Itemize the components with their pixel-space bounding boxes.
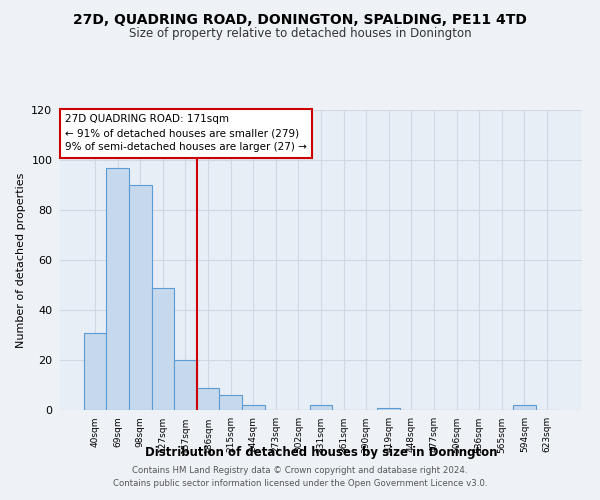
Bar bbox=[106, 168, 129, 410]
Bar bbox=[129, 185, 152, 410]
Bar bbox=[310, 405, 332, 410]
Bar bbox=[152, 288, 174, 410]
Text: Distribution of detached houses by size in Donington: Distribution of detached houses by size … bbox=[145, 446, 497, 459]
Text: 27D, QUADRING ROAD, DONINGTON, SPALDING, PE11 4TD: 27D, QUADRING ROAD, DONINGTON, SPALDING,… bbox=[73, 12, 527, 26]
Bar bbox=[513, 405, 536, 410]
Text: Size of property relative to detached houses in Donington: Size of property relative to detached ho… bbox=[128, 28, 472, 40]
Text: 27D QUADRING ROAD: 171sqm
← 91% of detached houses are smaller (279)
9% of semi-: 27D QUADRING ROAD: 171sqm ← 91% of detac… bbox=[65, 114, 307, 152]
Bar bbox=[84, 332, 106, 410]
Text: Contains HM Land Registry data © Crown copyright and database right 2024.
Contai: Contains HM Land Registry data © Crown c… bbox=[113, 466, 487, 487]
Bar bbox=[174, 360, 197, 410]
Y-axis label: Number of detached properties: Number of detached properties bbox=[16, 172, 26, 348]
Bar bbox=[377, 408, 400, 410]
Bar bbox=[197, 388, 220, 410]
Bar bbox=[242, 405, 265, 410]
Bar bbox=[220, 395, 242, 410]
